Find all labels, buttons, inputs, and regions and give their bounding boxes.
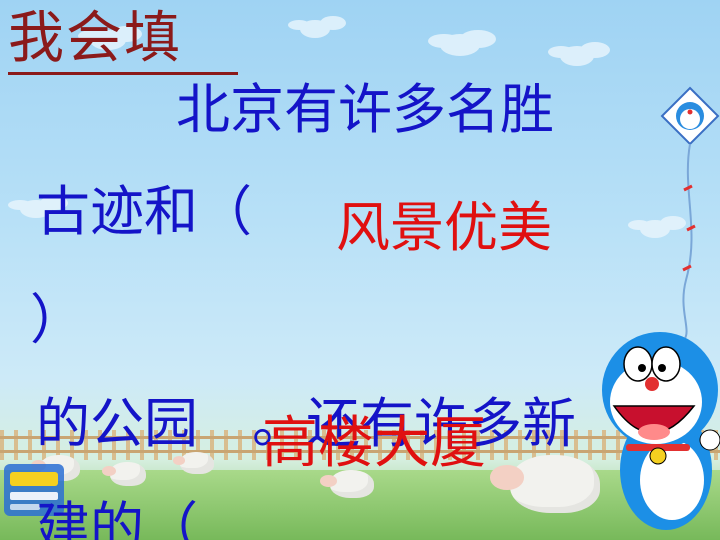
cloud-decoration xyxy=(20,200,52,218)
sheep-decoration xyxy=(102,462,146,486)
doraemon-character-icon xyxy=(602,332,720,530)
text-line-4a: 的公园 xyxy=(36,392,198,455)
text-line-1: 北京有许多名胜 xyxy=(176,78,554,141)
doraemon-kite-icon xyxy=(660,86,720,340)
cloud-decoration xyxy=(640,220,670,238)
text-line-4b: 。还有许多新 xyxy=(252,392,576,455)
text-line-2: 古迹和（ xyxy=(36,180,252,243)
site-logo-icon xyxy=(4,464,64,516)
fence-rail xyxy=(0,450,720,453)
cloud-decoration xyxy=(90,30,126,50)
cloud-decoration xyxy=(560,46,594,66)
answer-1: 风景优美 xyxy=(336,196,552,259)
text-line-5: 建的（ xyxy=(36,496,198,540)
text-line-3: ） xyxy=(30,288,84,351)
title-underline xyxy=(8,72,238,75)
cloud-decoration xyxy=(300,20,330,38)
sheep-decoration xyxy=(320,470,374,498)
cloud-decoration xyxy=(440,34,480,56)
fence-decoration xyxy=(0,430,720,460)
sheep-decoration xyxy=(490,455,600,513)
fence-rail xyxy=(0,436,720,439)
page-title: 我会填 xyxy=(8,6,182,71)
sheep-decoration xyxy=(172,452,214,474)
answer-2: 高楼大厦 xyxy=(262,411,486,476)
